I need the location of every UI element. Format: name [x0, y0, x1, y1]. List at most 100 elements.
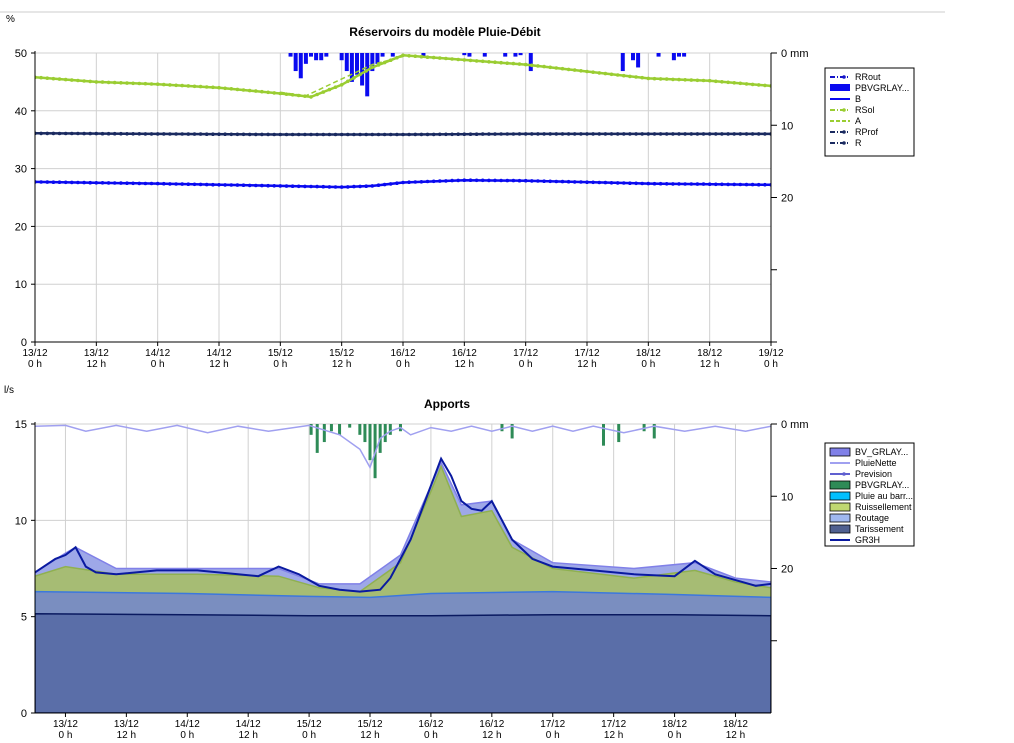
rain-bar: [288, 53, 293, 57]
data-point: [732, 182, 736, 187]
data-point: [100, 131, 105, 136]
data-point: [272, 91, 277, 95]
data-point: [217, 132, 221, 136]
data-point: [609, 181, 614, 185]
rain-bar: [617, 424, 621, 443]
data-point: [229, 132, 234, 137]
data-point: [579, 132, 583, 136]
rain-bar: [513, 53, 518, 57]
data-point: [622, 132, 626, 136]
data-point: [615, 181, 620, 185]
data-point: [511, 178, 516, 183]
x-tick-label-date: 14/12: [145, 348, 170, 359]
line-gr3h: [35, 456, 771, 593]
data-point: [744, 182, 749, 187]
data-point: [63, 131, 68, 136]
rain-bar: [482, 53, 487, 57]
x-tick-label-hour: 12 h: [117, 730, 136, 741]
data-point: [370, 132, 375, 137]
data-point: [70, 78, 74, 82]
data-point: [664, 182, 669, 186]
data-point: [284, 184, 289, 188]
data-point: [198, 84, 203, 89]
legend-label: RRout: [855, 72, 881, 82]
data-point: [100, 181, 105, 185]
x-tick-label-hour: 12 h: [238, 730, 257, 741]
data-point: [425, 55, 430, 59]
rain-bar: [358, 424, 362, 435]
x-tick-label-hour: 12 h: [87, 359, 106, 370]
data-point: [585, 132, 589, 136]
data-point: [609, 132, 614, 136]
data-point: [468, 132, 473, 136]
data-point: [401, 180, 405, 185]
legend-label: Pluie au barr...: [855, 491, 913, 501]
data-point: [572, 180, 577, 184]
data-point: [247, 88, 252, 93]
data-point: [63, 77, 68, 82]
data-point: [707, 78, 712, 83]
data-point: [646, 76, 651, 81]
data-point: [579, 180, 583, 184]
legend-label: Routage: [855, 513, 889, 523]
plot-area: [35, 424, 771, 713]
line-pluienette: [35, 424, 771, 470]
rain-bar: [421, 53, 426, 57]
data-point: [346, 185, 350, 189]
rain-bar: [324, 53, 329, 57]
x-tick-label-hour: 0 h: [668, 730, 682, 741]
data-point: [438, 56, 442, 60]
data-point: [646, 132, 651, 136]
data-point: [431, 55, 436, 60]
data-point: [480, 178, 485, 183]
data-point: [413, 180, 418, 184]
data-point: [462, 132, 467, 136]
rain-bar: [518, 53, 523, 56]
rain-bar: [671, 53, 676, 61]
data-point: [634, 75, 638, 79]
data-point: [382, 132, 387, 137]
data-point: [303, 132, 307, 137]
data-point: [162, 132, 166, 136]
rain-bar: [656, 53, 661, 57]
y-tick-label: 20: [15, 221, 27, 233]
data-point: [646, 181, 651, 186]
x-tick-label-date: 15/12: [357, 719, 382, 730]
rain-bar: [365, 53, 370, 97]
data-point: [701, 132, 706, 136]
data-point: [671, 77, 675, 82]
data-point: [137, 181, 142, 186]
data-point: [143, 81, 148, 86]
data-point: [530, 179, 534, 183]
rain-bar: [528, 53, 533, 72]
data-point: [523, 178, 528, 183]
data-point: [444, 179, 448, 183]
data-point: [327, 185, 332, 189]
data-point: [517, 62, 522, 66]
legend-box: [824, 67, 915, 157]
data-point: [634, 132, 638, 136]
chart-1: Réservoirs du modèle Pluie-Débit% 0 10 20 30…: [6, 14, 915, 370]
data-point: [554, 179, 559, 184]
legend-marker: [842, 472, 846, 476]
data-point: [548, 65, 552, 70]
rain-bar: [388, 424, 392, 435]
data-point: [315, 92, 319, 97]
data-point: [536, 132, 540, 136]
data-point: [487, 178, 491, 183]
rain-bar: [303, 53, 308, 64]
data-point: [468, 58, 473, 63]
data-point: [431, 132, 436, 137]
data-point: [388, 132, 393, 137]
data-point: [530, 132, 534, 136]
data-point: [388, 58, 393, 62]
rain-bar: [348, 424, 352, 428]
data-point: [296, 132, 301, 137]
data-point: [254, 89, 258, 93]
data-point: [756, 83, 761, 87]
data-point: [536, 179, 540, 183]
data-point: [554, 66, 559, 70]
data-point: [278, 132, 283, 137]
data-point: [548, 179, 552, 184]
